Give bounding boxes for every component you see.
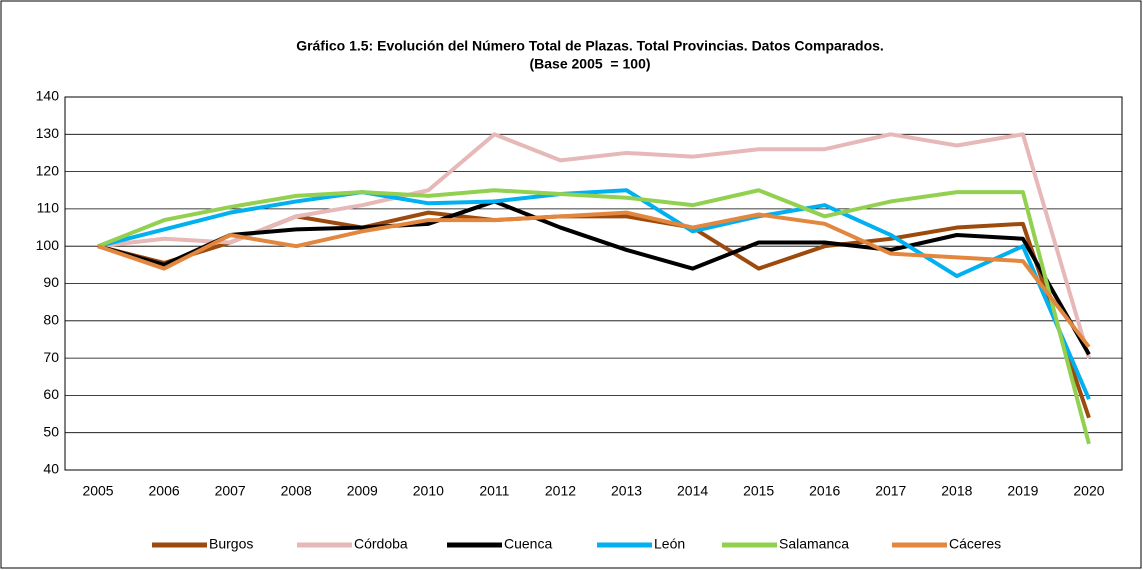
x-tick-label: 2009 [347, 483, 378, 499]
legend-label: Salamanca [779, 536, 849, 552]
x-tick-label: 2020 [1073, 483, 1104, 499]
legend-label: Burgos [209, 536, 253, 552]
y-tick-label: 120 [36, 162, 60, 178]
y-tick-label: 130 [36, 125, 60, 141]
x-tick-label: 2013 [611, 483, 642, 499]
x-tick-label: 2018 [941, 483, 972, 499]
legend-label: Cáceres [949, 536, 1001, 552]
y-tick-label: 50 [43, 423, 59, 439]
plot-border [64, 96, 1123, 471]
x-tick-label: 2015 [743, 483, 774, 499]
legend-label: Cuenca [504, 536, 552, 552]
x-tick-label: 2006 [149, 483, 180, 499]
x-tick-label: 2011 [479, 483, 509, 499]
y-tick-label: 40 [43, 461, 59, 477]
x-tick-label: 2016 [809, 483, 840, 499]
y-tick-label: 110 [37, 200, 60, 216]
x-tick-label: 2007 [215, 483, 246, 499]
series-line [97, 132, 1091, 359]
x-tick-label: 2008 [281, 483, 312, 499]
y-tick-label: 80 [43, 312, 59, 328]
y-tick-label: 60 [43, 386, 59, 402]
x-tick-label: 2017 [875, 483, 906, 499]
y-tick-label: 100 [36, 237, 60, 253]
y-tick-label: 140 [36, 88, 60, 104]
x-tick-label: 2010 [413, 483, 444, 499]
x-tick-label: 2005 [82, 483, 113, 499]
series-line [97, 210, 1091, 349]
y-tick-label: 90 [43, 274, 59, 290]
series-line [97, 188, 1091, 445]
chart-subtitle: (Base 2005 = 100) [529, 56, 650, 72]
series-line [97, 199, 1091, 356]
x-tick-label: 2012 [545, 483, 576, 499]
chart-title: Gráfico 1.5: Evolución del Número Total … [296, 38, 884, 54]
x-tick-label: 2014 [677, 483, 708, 499]
y-tick-label: 70 [43, 349, 59, 365]
legend-label: Córdoba [354, 536, 408, 552]
legend-label: León [654, 536, 685, 552]
x-tick-label: 2019 [1007, 483, 1038, 499]
